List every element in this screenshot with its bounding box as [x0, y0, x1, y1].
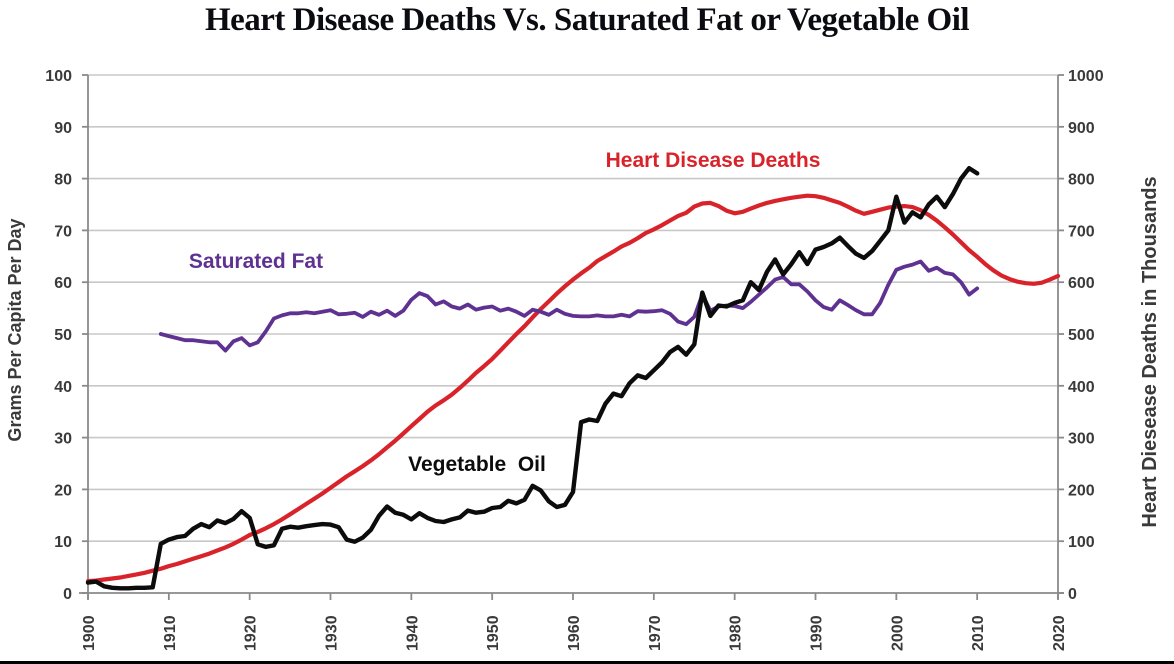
frame-bottom-border — [0, 661, 1174, 664]
series-line-vegetable-oil — [85, 165, 980, 591]
right-tick-label: 100 — [1068, 534, 1095, 551]
x-tick-label: 2010 — [970, 615, 987, 651]
x-tick-label: 1990 — [809, 615, 826, 651]
right-tick-label: 0 — [1068, 586, 1077, 603]
right-axis-title: Heart Diesease Deaths in Thousands — [1139, 176, 1161, 527]
left-tick-label: 70 — [54, 223, 72, 240]
left-tick-label: 20 — [54, 482, 72, 499]
right-tick-label: 1000 — [1068, 68, 1104, 85]
x-tick-label: 2020 — [1051, 615, 1068, 651]
left-tick-label: 100 — [45, 68, 72, 85]
series-line-heart-disease-deaths — [85, 193, 1061, 584]
left-tick-label: 80 — [54, 172, 72, 189]
left-tick-label: 60 — [54, 275, 72, 292]
right-tick-label: 300 — [1068, 431, 1095, 448]
series-label-heart-disease-deaths: Heart Disease Deaths — [606, 149, 821, 172]
left-tick-label: 10 — [54, 534, 72, 551]
x-tick-label: 1930 — [324, 615, 341, 651]
x-tick-label: 1960 — [566, 615, 583, 651]
left-tick-label: 40 — [54, 379, 72, 396]
x-tick-label: 1940 — [404, 615, 421, 651]
left-tick-label: 30 — [54, 431, 72, 448]
chart-title: Heart Disease Deaths Vs. Saturated Fat o… — [204, 2, 970, 38]
right-tick-label: 800 — [1068, 172, 1095, 189]
x-tick-label: 1920 — [243, 615, 260, 651]
x-tick-label: 1910 — [162, 615, 179, 651]
series-label-vegetable-oil: Vegetable Oil — [408, 453, 546, 476]
left-axis-title: Grams Per Capita Per Day — [5, 218, 25, 441]
x-tick-label: 1950 — [485, 615, 502, 651]
x-tick-label: 1900 — [81, 615, 98, 651]
series-label-saturated-fat: Saturated Fat — [189, 250, 323, 273]
x-tick-label: 1980 — [728, 615, 745, 651]
right-tick-label: 700 — [1068, 223, 1095, 240]
right-tick-label: 200 — [1068, 482, 1095, 499]
left-tick-label: 90 — [54, 120, 72, 137]
series-line-saturated-fat — [158, 259, 980, 353]
x-tick-label: 2000 — [889, 615, 906, 651]
left-tick-label: 0 — [63, 586, 72, 603]
right-tick-label: 500 — [1068, 327, 1095, 344]
right-tick-label: 400 — [1068, 379, 1095, 396]
x-tick-label: 1970 — [647, 615, 664, 651]
right-tick-label: 900 — [1068, 120, 1095, 137]
left-tick-label: 50 — [54, 327, 72, 344]
right-tick-label: 600 — [1068, 275, 1095, 292]
